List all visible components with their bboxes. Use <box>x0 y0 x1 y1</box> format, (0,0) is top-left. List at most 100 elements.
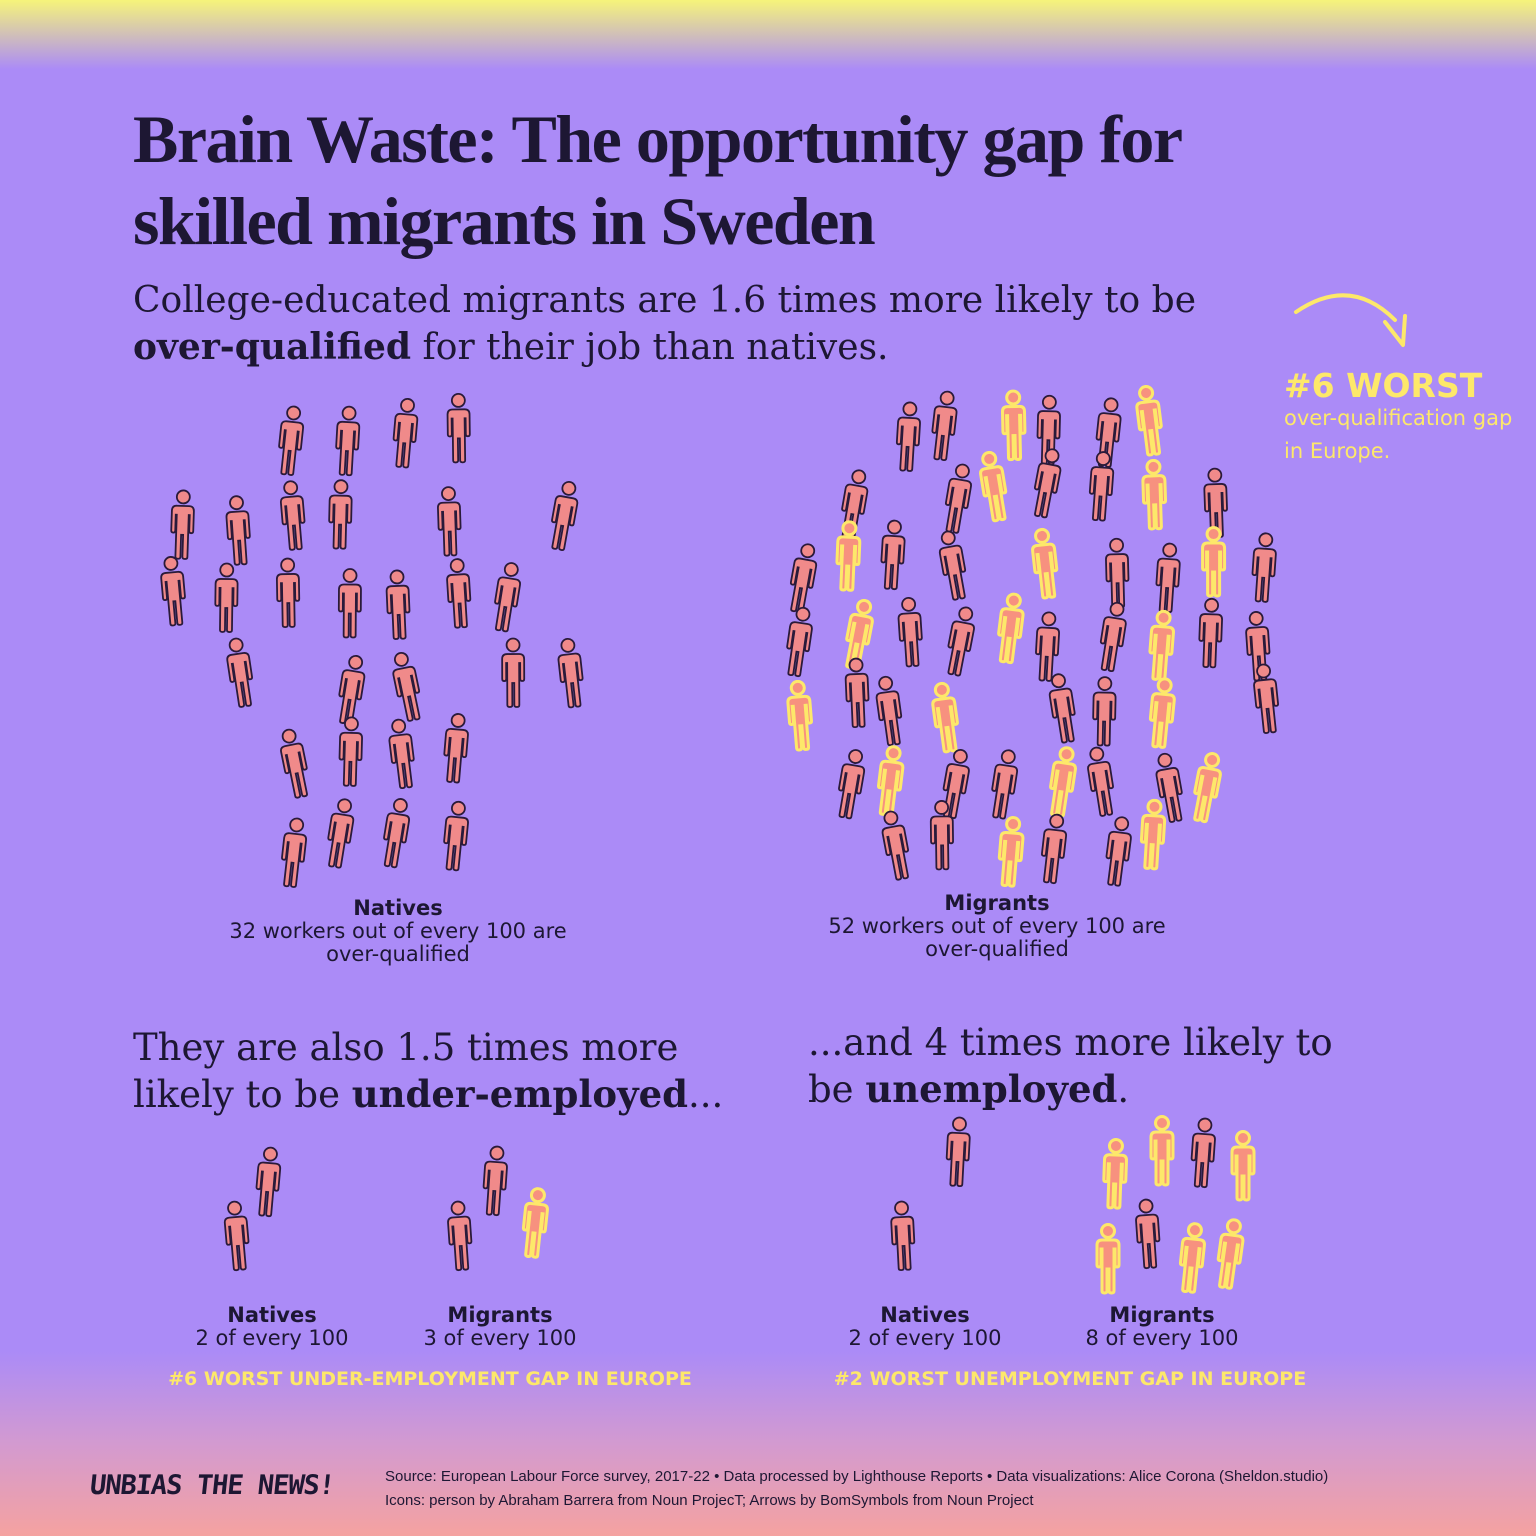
note: #2 WORST UNEMPLOYMENT GAP IN EUROPE <box>833 1368 1307 1390</box>
person-icon <box>833 747 869 821</box>
person-icon <box>782 605 816 679</box>
person-icon <box>1028 526 1062 601</box>
person-icon <box>169 489 196 561</box>
person-icon <box>1146 608 1177 682</box>
heading-text: They are also 1.5 times more <box>133 1026 679 1069</box>
person-icon <box>158 555 189 628</box>
group-text: 8 of every 100 <box>1085 1326 1239 1350</box>
source: Source: European Labour Force survey, 20… <box>385 1468 1329 1485</box>
person-icon <box>1140 458 1168 531</box>
logo: UNBIAS THE NEWS! <box>88 1470 336 1501</box>
person-icon <box>987 747 1022 821</box>
group-label: Migrants 52 workers out of every 100 are … <box>817 892 1177 961</box>
person-icon <box>935 528 971 602</box>
person-icon <box>1095 1223 1121 1295</box>
group-text: 2 of every 100 <box>848 1326 1002 1350</box>
person-icon <box>834 519 863 593</box>
person-icon <box>873 743 907 818</box>
person-icon <box>1132 383 1167 458</box>
person-icon <box>322 796 358 870</box>
person-icon <box>872 674 906 748</box>
person-icon <box>546 479 582 553</box>
person-icon <box>276 726 314 800</box>
person-icon <box>889 1200 917 1272</box>
person-icon <box>1028 446 1065 520</box>
arrow <box>1294 293 1397 322</box>
heading-emphasis: under-employed <box>351 1072 689 1116</box>
person-icon <box>1138 798 1168 871</box>
person-icon <box>333 405 362 477</box>
subtitle-emphasis: over-qualified <box>133 326 412 368</box>
person-icon <box>378 796 414 870</box>
person-icon <box>277 816 310 889</box>
group-name: Natives <box>227 1303 317 1327</box>
person-icon <box>275 557 301 629</box>
heading-text: likely to be <box>133 1073 352 1116</box>
heading-emphasis: unemployed <box>865 1067 1118 1111</box>
person-icon <box>894 400 923 473</box>
person-icon <box>445 1199 475 1272</box>
person-icon <box>1104 537 1131 609</box>
person-icon <box>928 680 963 755</box>
person-icon <box>878 519 907 591</box>
heading-text: be <box>808 1068 866 1111</box>
subtitle-text: College-educated migrants are 1.6 times … <box>133 280 1197 321</box>
person-icon <box>1044 744 1080 819</box>
person-icon <box>1197 597 1224 669</box>
person-icon <box>1091 675 1117 747</box>
title: Brain Waste: The opportunity gap for ski… <box>133 101 1182 259</box>
group-name: Natives <box>353 896 443 920</box>
person-icon <box>337 568 362 639</box>
person-icon <box>1101 1137 1129 1210</box>
person-icon <box>253 1145 283 1218</box>
person-icon <box>1095 600 1130 674</box>
person-icon <box>1212 1216 1248 1291</box>
person-icon <box>223 636 258 709</box>
person-icon <box>275 404 307 477</box>
person-icon <box>784 679 816 753</box>
group-label: Natives 2 of every 100 <box>805 1304 1045 1350</box>
person-icon <box>446 392 472 464</box>
person-icon <box>1230 1130 1256 1202</box>
person-icon <box>1045 671 1080 745</box>
arrow-head <box>1383 314 1407 347</box>
callout-rank: #6 WORST <box>1284 366 1483 405</box>
group-name: Migrants <box>944 891 1050 915</box>
heading-text: ...and 4 times more likely to <box>808 1021 1333 1064</box>
person-icon <box>555 636 587 710</box>
group-text: 52 workers out of every 100 are over-qua… <box>828 914 1166 961</box>
person-icon <box>942 604 979 678</box>
note: #6 WORST UNDER-EMPLOYMENT GAP IN EUROPE <box>168 1368 692 1390</box>
person-icon <box>1146 676 1178 750</box>
group-name: Natives <box>880 1303 970 1327</box>
person-icon <box>1249 531 1279 604</box>
subtitle: College-educated migrants are 1.6 times … <box>133 278 1196 371</box>
group-text: 3 of every 100 <box>423 1326 577 1350</box>
person-icon <box>1102 814 1135 888</box>
person-icon <box>1037 812 1070 885</box>
person-icon <box>333 653 369 727</box>
heading-text: . <box>1117 1068 1130 1111</box>
heading-text: ... <box>688 1073 724 1116</box>
callout-text: over-qualification gap in Europe. <box>1284 406 1513 463</box>
person-icon <box>995 815 1027 889</box>
person-icon <box>993 591 1028 665</box>
group-name: Migrants <box>447 1303 553 1327</box>
person-icon <box>214 562 239 634</box>
person-icon <box>390 397 420 470</box>
person-icon <box>1084 745 1119 818</box>
heading: They are also 1.5 times more likely to be… <box>133 1025 723 1118</box>
person-icon <box>1149 1115 1175 1187</box>
person-icon <box>519 1186 552 1260</box>
person-icon <box>384 569 412 641</box>
person-icon <box>896 596 925 668</box>
person-icon <box>1000 389 1028 462</box>
heading: ...and 4 times more likely to be unemploy… <box>808 1020 1333 1113</box>
person-icon <box>388 649 426 724</box>
person-icon <box>1153 541 1183 614</box>
person-icon <box>386 717 419 790</box>
person-icon <box>444 557 473 630</box>
group-text: 32 workers out of every 100 are over-qua… <box>229 919 567 966</box>
